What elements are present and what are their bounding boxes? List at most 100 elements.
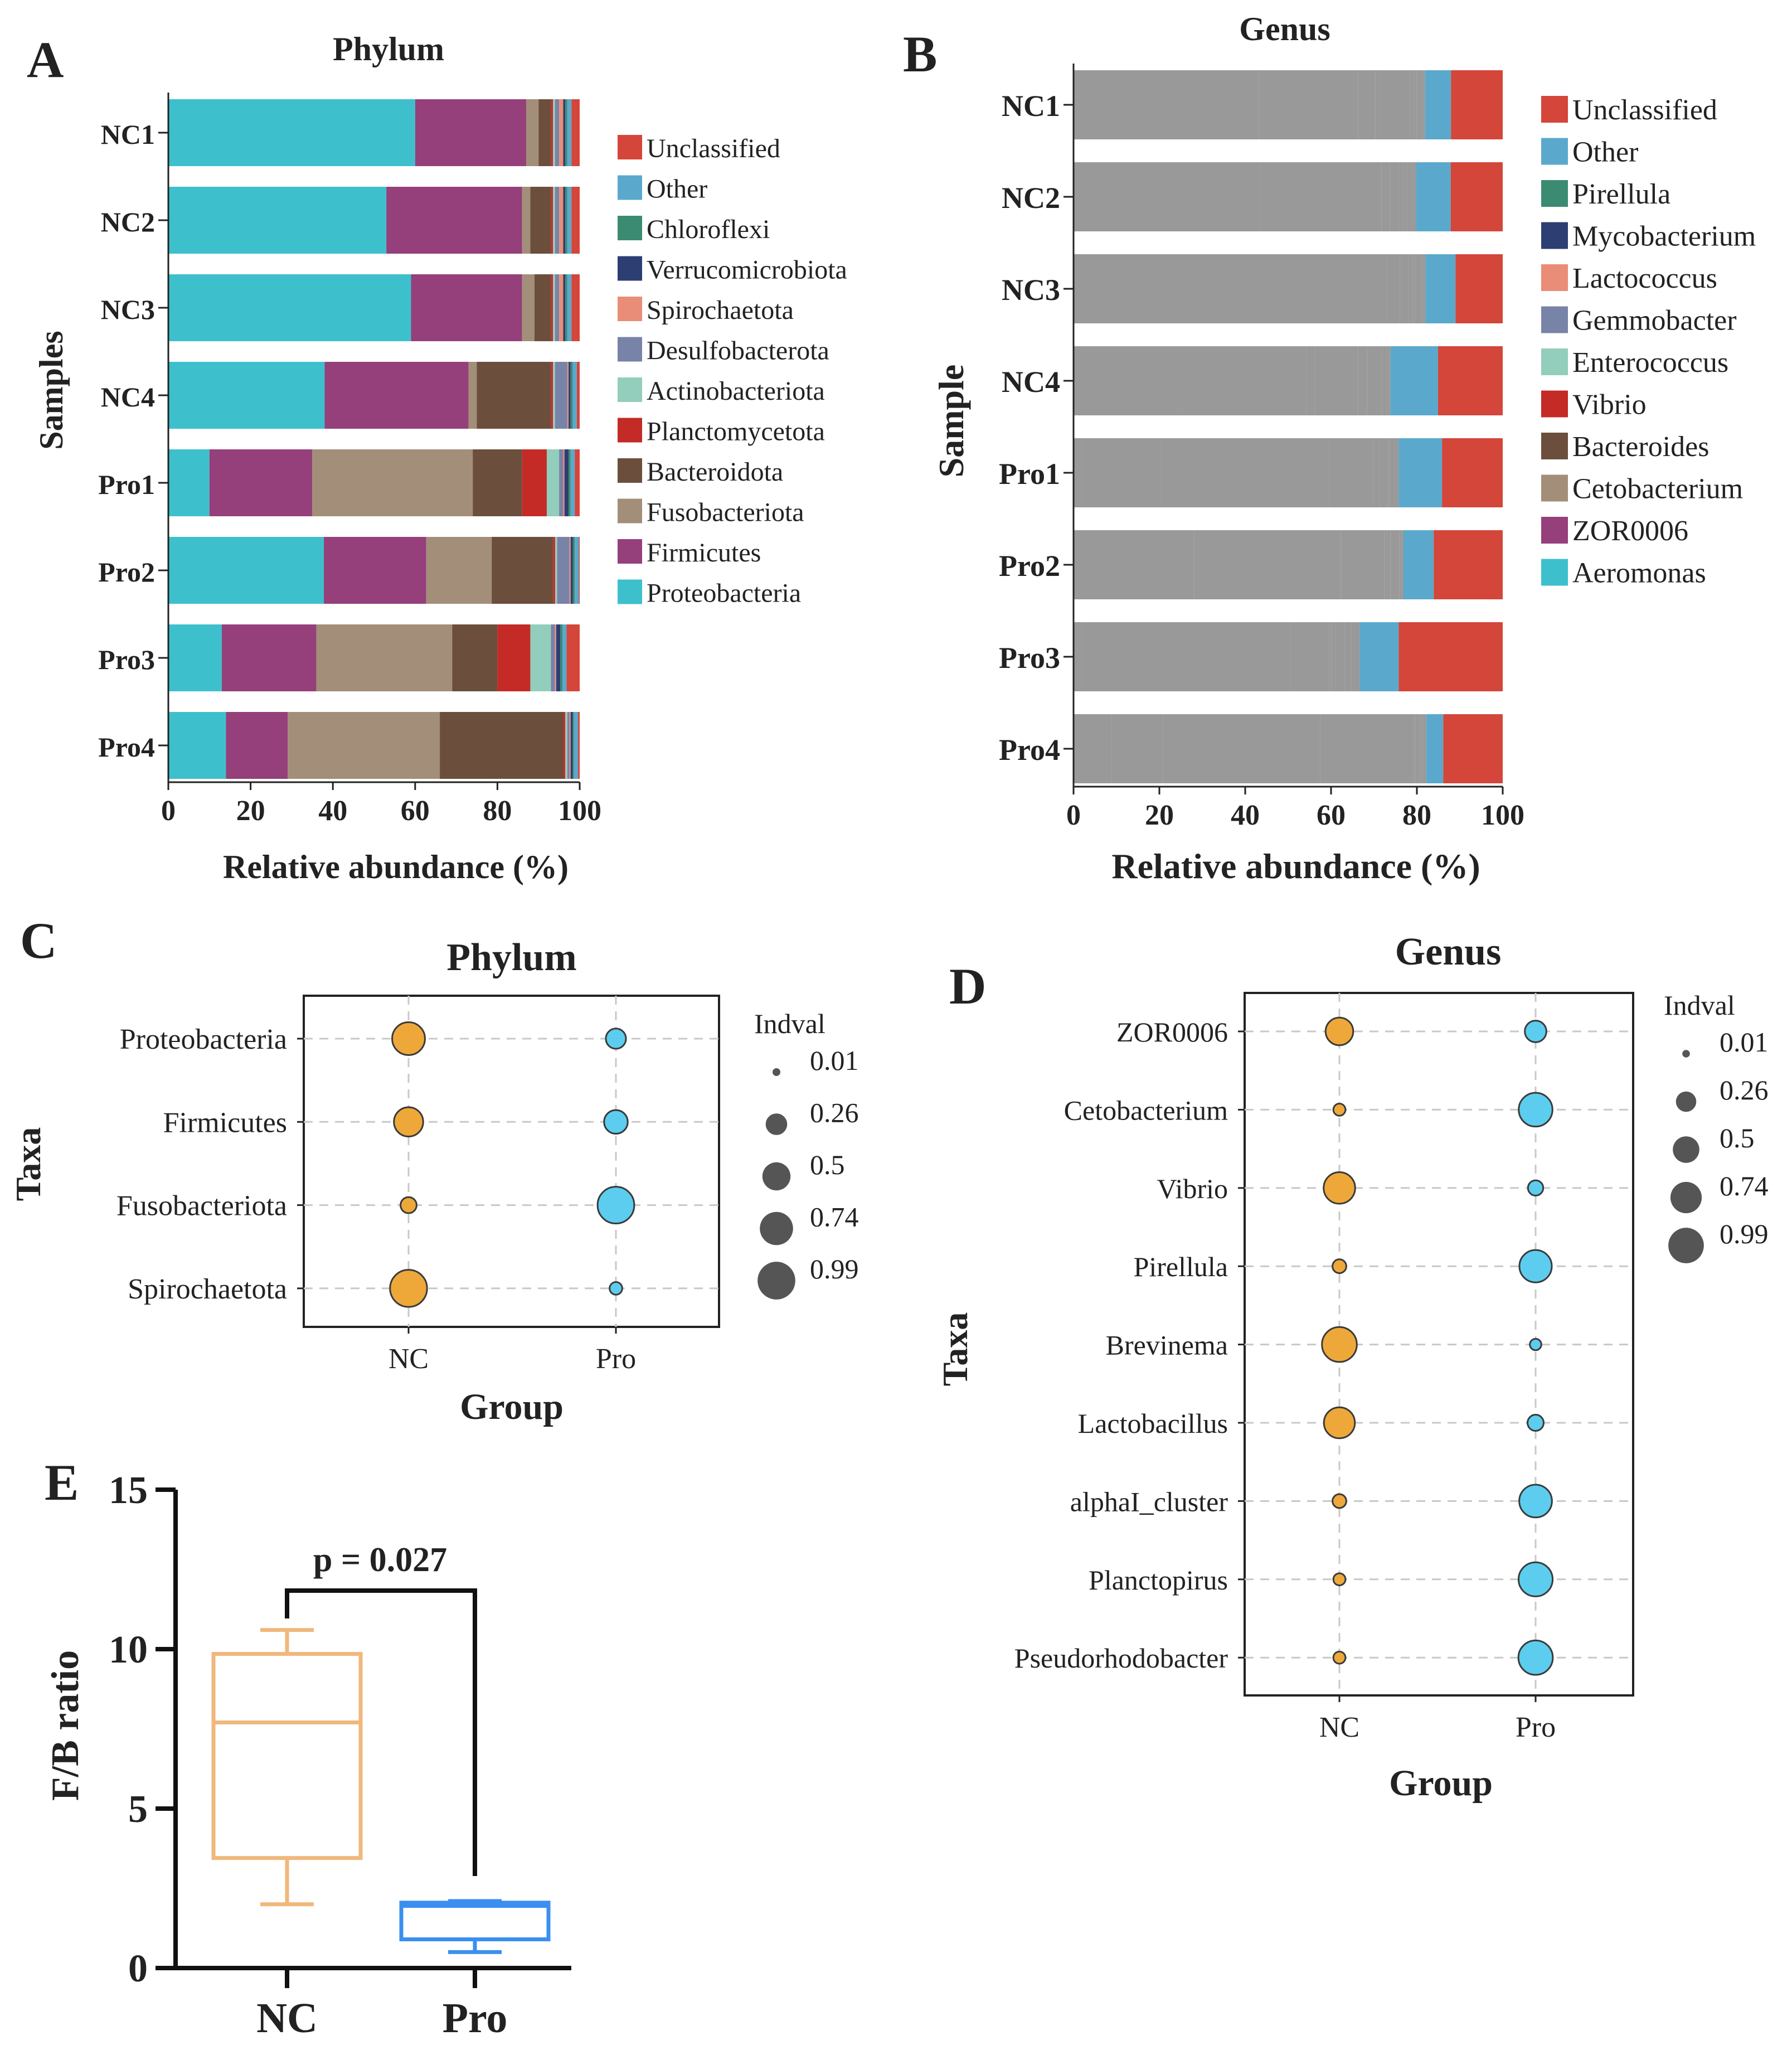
- panel-a-bar-nc1-fusobacteriota: [526, 99, 539, 166]
- panel-b-bar-nc3-aeromonas: [1074, 254, 1288, 323]
- panel-a-bar-nc4-fusobacteriota: [468, 362, 477, 429]
- panel-b-xtick-label-0: 0: [1066, 799, 1081, 831]
- panel-a-bar-nc1-desulfobacterota: [555, 99, 560, 166]
- panel-a-bar-nc4-bacteroidota: [477, 362, 551, 429]
- panel-b-ytick-label-pro3: Pro3: [999, 641, 1060, 675]
- panel-a-bar-nc3-other: [567, 274, 572, 341]
- panel-b-x-axis-label: Relative abundance (%): [1111, 846, 1480, 886]
- panel-e-ytick-label-0: 0: [128, 1947, 148, 1990]
- panel-a-bar-pro1-unclassified: [575, 449, 580, 516]
- panel-b-bar-nc3-bacteroides: [1400, 254, 1409, 323]
- panel-a-ytick-label-nc2: NC2: [101, 206, 155, 238]
- panel-b-bar-pro1-zor0006: [1082, 438, 1160, 507]
- panel-b-bar-pro4-mycobacterium: [1422, 714, 1424, 783]
- panel-a-bar-nc2-actinobacteriota: [553, 187, 555, 254]
- panel-b-bar-pro1-other: [1398, 438, 1443, 507]
- panel-a-bar-nc1-chloroflexi: [565, 99, 567, 166]
- panel-a-bar-nc4-planctomycetota: [551, 362, 553, 429]
- panel-b-bar-pro2-cetobacterium: [1271, 530, 1341, 599]
- panel-a-legend-swatch-other: [618, 175, 642, 200]
- panel-c-size-legend-title: Indval: [754, 1008, 825, 1039]
- panel-b-ytick-label-pro1: Pro1: [999, 457, 1060, 491]
- panel-d-ytick-label-planctopirus: Planctopirus: [1089, 1564, 1228, 1596]
- panel-a-bar-pro3-proteobacteria: [168, 624, 222, 691]
- panel-a-bar-pro1-other: [570, 449, 575, 516]
- panel-a-bar-pro2-other: [575, 537, 579, 604]
- panel-b-bar-nc4-bacteroides: [1315, 346, 1358, 415]
- panel-a-bar-pro4-verrucomicrobiota: [570, 712, 573, 779]
- panel-b-legend-label-unclassified: Unclassified: [1572, 94, 1717, 126]
- panel-b-bar-pro1-enterococcus: [1375, 438, 1380, 507]
- panel-b-bar-nc1-mycobacterium: [1420, 70, 1423, 139]
- panel-d-size-legend: Indval 0.01 0.26 0.5 0.74 0.99: [1664, 990, 1769, 1263]
- panel-a-bar-pro1-proteobacteria: [168, 449, 210, 516]
- panel-b-bar-nc3-enterococcus: [1412, 254, 1415, 323]
- panel-a-ytick-label-pro3: Pro3: [98, 644, 155, 675]
- panel-d-ytick-label-cetobacterium: Cetobacterium: [1064, 1094, 1228, 1126]
- panel-b-bar-pro3-pirellula: [1351, 622, 1360, 691]
- panel-a-legend-label-verrucomicrobiota: Verrucomicrobiota: [647, 255, 847, 285]
- panel-a-ytick-label-pro2: Pro2: [98, 556, 155, 588]
- panel-d-bubble-pro-pirellula: [1518, 1249, 1553, 1283]
- panel-b-bar-pro3-vibrio: [1329, 622, 1332, 691]
- panel-d-bubble-nc-vibrio: [1323, 1171, 1356, 1205]
- panel-a-bar-nc2-bacteroidota: [530, 187, 551, 254]
- panel-b-bar-nc1-pirellula: [1422, 70, 1425, 139]
- panel-label-d: D: [949, 958, 986, 1015]
- panel-d-xtick-label-nc: NC: [1319, 1712, 1359, 1743]
- panel-label-a: A: [27, 31, 64, 88]
- panel-b-bar-nc3-gemmobacter: [1415, 254, 1417, 323]
- panel-d-bubble-nc-planctopirus: [1332, 1572, 1347, 1587]
- panel-d-x-axis-label: Group: [1389, 1763, 1493, 1804]
- panel-b-bar-pro2-aeromonas: [1074, 530, 1194, 599]
- panel-d-bubble-nc-brevinema: [1321, 1326, 1358, 1363]
- panel-b-bar-pro1-gemmobacter: [1379, 438, 1388, 507]
- panel-a-bar-nc1-firmicutes: [415, 99, 527, 166]
- panel-label-c: C: [20, 912, 57, 969]
- panel-b-bar-nc1-enterococcus: [1410, 70, 1415, 139]
- panel-d-bubble-pro-alphai-cluster: [1518, 1484, 1553, 1519]
- panel-d-size-legend-dot-3: [1670, 1181, 1702, 1214]
- panel-a-bar-pro3-bacteroidota: [452, 624, 498, 691]
- panel-a-bar-nc3-spirochaetota: [559, 274, 564, 341]
- panel-a-bar-nc3-bacteroidota: [534, 274, 551, 341]
- panel-b-ytick-label-pro4: Pro4: [999, 733, 1060, 767]
- panel-b-bar-pro4-pirellula: [1424, 714, 1426, 783]
- panel-c-size-legend: Indval 0.01 0.26 0.5 0.74 0.99: [754, 1008, 859, 1300]
- panel-b-bar-pro2-unclassified: [1434, 530, 1503, 599]
- panel-a-bar-nc2-desulfobacterota: [555, 187, 560, 254]
- panel-d-plot: NC Pro ZOR0006 Cetobacterium Vibrio Pirellula…: [1014, 992, 1634, 1743]
- panel-b-bar-pro4-zor0006: [1111, 714, 1163, 783]
- panel-b-legend-label-pirellula: Pirellula: [1572, 178, 1670, 210]
- panel-e-ytick-label-10: 10: [109, 1629, 148, 1671]
- panel-b-bar-pro3-lactococcus: [1344, 622, 1347, 691]
- panel-b-legend-label-zor0006: ZOR0006: [1572, 515, 1688, 547]
- panel-d-bubble-pro-planctopirus: [1517, 1561, 1554, 1597]
- panel-a-legend-swatch-verrucomicrobiota: [618, 256, 642, 281]
- panel-e-y-axis-label: F/B ratio: [44, 1650, 87, 1801]
- panel-e-box-nc: [211, 1652, 363, 1860]
- panel-b-bar-pro1-aeromonas: [1074, 438, 1082, 507]
- panel-a-bar-pro1-verrucomicrobiota: [564, 449, 569, 516]
- panel-a-ytick-label-nc1: NC1: [101, 119, 155, 150]
- panel-a-bar-pro1-firmicutes: [209, 449, 313, 516]
- panel-b-ytick-label-pro2: Pro2: [999, 549, 1060, 583]
- panel-b-ytick-label-nc4: NC4: [1002, 365, 1060, 399]
- panel-b-bar-pro1-bacteroides: [1329, 438, 1373, 507]
- panel-a-x-axis-label: Relative abundance (%): [223, 849, 569, 885]
- panel-b-bar-pro3-zor0006: [1082, 622, 1152, 691]
- panel-a-bar-pro4-firmicutes: [226, 712, 288, 779]
- panel-a-bar-nc3-chloroflexi: [565, 274, 567, 341]
- panel-c-bubble-nc-proteobacteria: [391, 1021, 426, 1056]
- panel-b-bar-nc3-vibrio: [1408, 254, 1413, 323]
- panel-b-legend-label-other: Other: [1572, 137, 1638, 168]
- panel-b-bar-pro1-cetobacterium: [1160, 438, 1329, 507]
- panel-b-bar-pro3-aeromonas: [1074, 622, 1082, 691]
- panel-c-ytick-label-firmicutes: Firmicutes: [163, 1107, 287, 1138]
- panel-b-bar-nc3-zor0006: [1288, 254, 1387, 323]
- panel-b-bar-pro3-other: [1359, 622, 1399, 691]
- panel-a-legend-swatch-unclassified: [618, 135, 642, 159]
- panel-a-bar-pro3-desulfobacterota: [551, 624, 555, 691]
- panel-a-xtick-label-60: 60: [401, 795, 430, 827]
